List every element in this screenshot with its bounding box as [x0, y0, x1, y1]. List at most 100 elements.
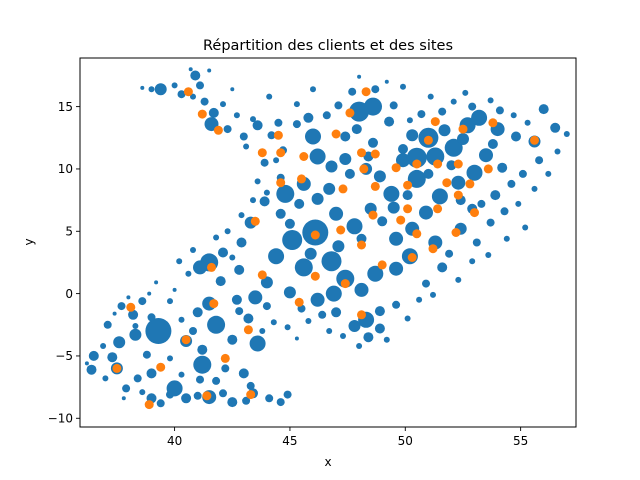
site-point — [181, 335, 191, 345]
site-point — [357, 148, 366, 158]
site-point — [370, 149, 380, 159]
client-point — [190, 247, 196, 253]
client-point — [224, 228, 231, 235]
client-point — [356, 343, 363, 349]
client-point — [112, 311, 117, 316]
client-point — [188, 67, 193, 72]
client-point — [193, 355, 212, 374]
site-point — [403, 180, 413, 190]
client-point — [236, 237, 247, 248]
client-point — [154, 280, 159, 285]
client-point — [535, 156, 544, 165]
client-point — [293, 101, 300, 108]
client-point — [348, 87, 357, 96]
client-point — [468, 102, 477, 111]
client-point — [406, 117, 413, 124]
site-point — [357, 240, 366, 250]
client-point — [196, 81, 204, 90]
client-point — [207, 315, 226, 334]
client-point — [419, 205, 433, 220]
site-point — [430, 117, 440, 127]
client-point — [138, 297, 147, 306]
client-point — [310, 292, 325, 307]
client-point — [273, 157, 280, 164]
client-point — [446, 160, 457, 171]
client-point — [171, 82, 178, 89]
client-point — [178, 371, 185, 378]
site-point — [407, 253, 417, 262]
site-point — [357, 310, 366, 320]
client-point — [259, 196, 270, 207]
client-point — [462, 89, 469, 96]
site-point — [144, 400, 154, 410]
client-point — [294, 258, 313, 277]
client-point — [417, 110, 426, 119]
client-point — [167, 298, 173, 305]
site-point — [257, 270, 267, 280]
client-point — [233, 112, 240, 119]
site-point — [243, 325, 253, 335]
site-point — [412, 229, 422, 239]
client-point — [238, 212, 245, 219]
client-point — [140, 85, 145, 90]
client-point — [406, 147, 427, 168]
site-point — [207, 262, 216, 272]
chart-title: Répartition des clients et des sites — [203, 38, 453, 54]
site-point — [453, 190, 463, 200]
client-point — [348, 320, 361, 332]
client-point — [122, 384, 131, 393]
client-point — [497, 162, 508, 173]
client-point — [438, 124, 451, 137]
client-point — [292, 120, 301, 129]
site-point — [451, 228, 461, 237]
site-point — [197, 109, 207, 119]
site-point — [276, 178, 286, 188]
y-tick-label: 10 — [58, 162, 73, 176]
client-point — [178, 316, 185, 323]
client-point — [133, 374, 142, 383]
client-point — [351, 124, 362, 135]
client-point — [374, 306, 385, 317]
client-point — [383, 336, 390, 343]
client-point — [235, 307, 244, 316]
client-point — [148, 86, 155, 93]
client-point — [389, 231, 404, 246]
x-tick-label: 50 — [398, 434, 413, 448]
site-point — [403, 204, 413, 214]
client-point — [485, 252, 492, 258]
client-point — [389, 261, 404, 276]
client-point — [167, 355, 173, 362]
client-point — [282, 230, 303, 250]
client-point — [250, 116, 256, 123]
site-point — [361, 87, 371, 97]
y-axis-label: y — [22, 238, 36, 245]
client-point — [368, 137, 378, 148]
client-point — [423, 168, 434, 179]
site-point — [156, 362, 166, 372]
site-point — [458, 124, 468, 134]
site-point — [250, 216, 260, 226]
site-point — [442, 178, 452, 188]
client-point — [371, 85, 380, 94]
client-point — [384, 79, 389, 84]
client-point — [336, 269, 355, 288]
client-point — [377, 216, 388, 227]
client-point — [294, 198, 305, 209]
client-point — [389, 101, 398, 110]
client-point — [309, 148, 326, 165]
site-point — [370, 181, 380, 191]
client-point — [430, 291, 436, 298]
client-point — [486, 218, 495, 227]
client-point — [554, 148, 561, 155]
client-point — [181, 393, 192, 404]
client-point — [334, 101, 343, 110]
client-point — [340, 131, 351, 142]
site-point — [359, 164, 369, 174]
client-point — [192, 307, 203, 318]
site-point — [310, 271, 320, 281]
site-point — [246, 390, 256, 400]
client-point — [357, 74, 362, 79]
client-point — [451, 175, 466, 190]
client-point — [329, 206, 344, 221]
